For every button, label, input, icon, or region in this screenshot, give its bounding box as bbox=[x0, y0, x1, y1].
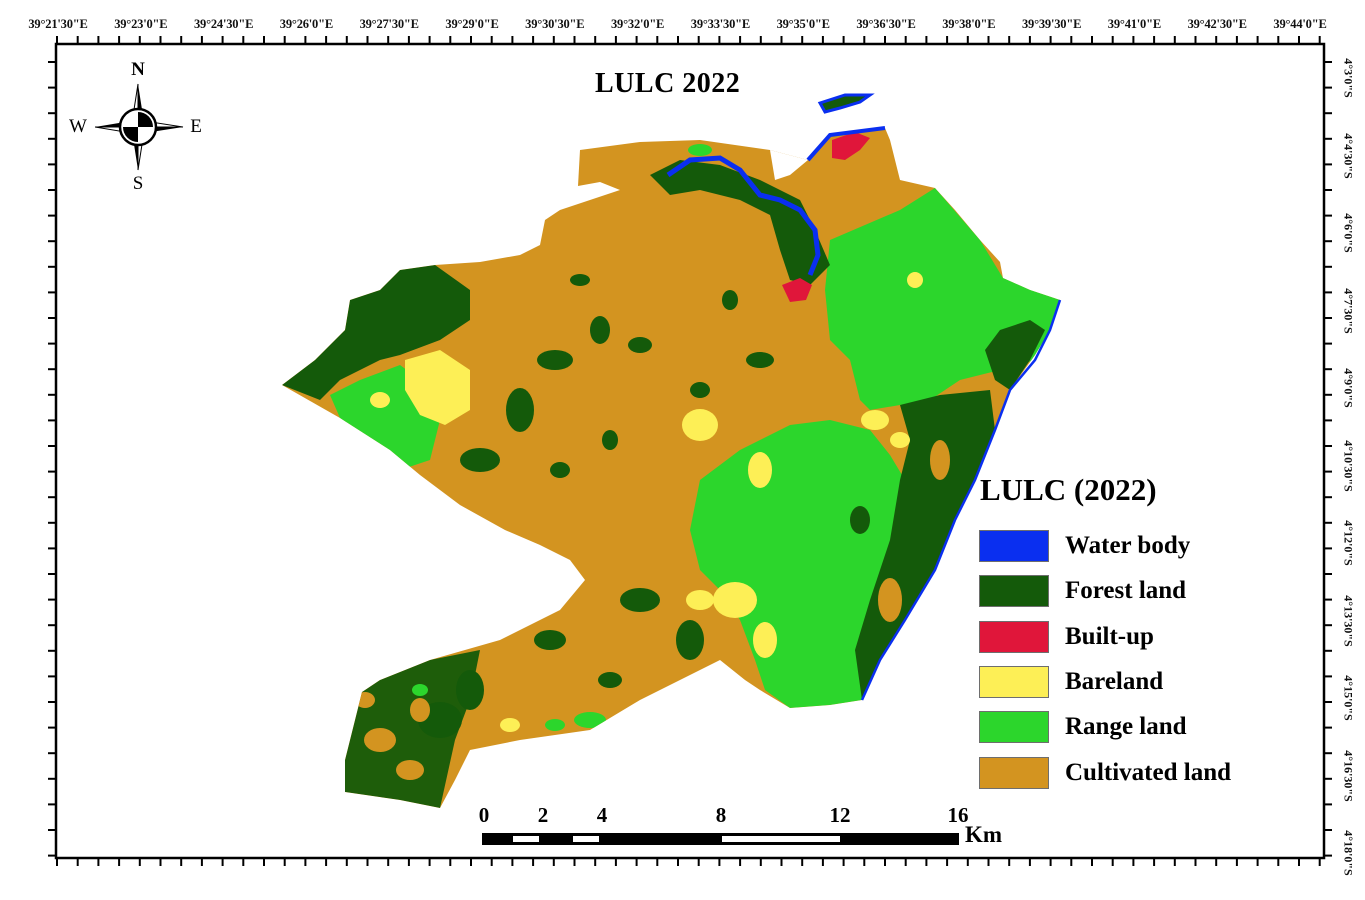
legend-item-range-land: Range land bbox=[979, 710, 1187, 744]
scale-unit: Km bbox=[965, 822, 1003, 847]
longitude-label: 39°44'0"E bbox=[1273, 17, 1327, 31]
longitude-label: 39°33'30"E bbox=[690, 17, 751, 31]
longitude-label: 39°41'0"E bbox=[1107, 17, 1161, 31]
scale-tick-8: 8 bbox=[715, 803, 727, 827]
compass-north-label: N bbox=[131, 59, 145, 80]
longitude-label: 39°35'0"E bbox=[776, 17, 830, 31]
longitude-label: 39°32'0"E bbox=[610, 17, 665, 31]
scale-tick-2: 2 bbox=[537, 803, 549, 827]
legend-swatch-range-land bbox=[979, 711, 1049, 743]
longitude-label: 39°21'30"E bbox=[28, 17, 88, 31]
legend-item-built-up: Built-up bbox=[979, 620, 1154, 654]
legend-swatch-water-body bbox=[979, 530, 1049, 562]
legend-swatch-forest-land bbox=[979, 575, 1049, 607]
scale-tick-0: 0 bbox=[478, 803, 490, 827]
longitude-label: 39°42'30"E bbox=[1187, 17, 1247, 31]
longitude-label: 39°39'30"E bbox=[1021, 17, 1082, 31]
legend-label: Forest land bbox=[1065, 577, 1187, 604]
longitude-label: 39°23'0"E bbox=[114, 17, 168, 31]
scale-tick-12: 12 bbox=[829, 803, 851, 827]
compass-south-label: S bbox=[132, 173, 144, 194]
legend-item-forest-land: Forest land bbox=[979, 574, 1186, 608]
north-arrow-icon bbox=[95, 83, 184, 171]
longitude-label: 39°36'30"E bbox=[856, 17, 916, 31]
legend-swatch-built-up bbox=[979, 621, 1049, 653]
longitude-label: 39°30'30"E bbox=[525, 17, 585, 31]
scale-tick-4: 4 bbox=[596, 803, 608, 827]
longitude-label: 39°24'30"E bbox=[193, 17, 254, 31]
longitude-label: 39°27'30"E bbox=[359, 17, 419, 31]
legend-swatch-bareland bbox=[979, 666, 1049, 698]
legend-label: Cultivated land bbox=[1065, 759, 1232, 786]
legend-label: Water body bbox=[1065, 532, 1191, 559]
legend-item-cultivated-land: Cultivated land bbox=[979, 756, 1231, 790]
legend-item-bareland: Bareland bbox=[979, 665, 1163, 699]
compass-west-label: W bbox=[69, 116, 87, 137]
legend-title: LULC (2022) bbox=[980, 472, 1157, 507]
legend-item-water-body: Water body bbox=[979, 529, 1190, 563]
legend-label: Bareland bbox=[1065, 668, 1164, 695]
compass-rose: N S W E bbox=[0, 0, 202, 194]
scale-tick-16: 16 bbox=[947, 803, 969, 827]
longitude-label: 39°29'0"E bbox=[445, 17, 499, 31]
island-north bbox=[817, 93, 875, 114]
scale-bar-graphic bbox=[482, 833, 959, 845]
compass-east-label: E bbox=[190, 116, 202, 137]
map-title: LULC 2022 bbox=[595, 68, 741, 99]
legend-label: Range land bbox=[1065, 713, 1187, 740]
longitude-label: 39°26'0"E bbox=[279, 17, 333, 31]
legend-swatch-cultivated-land bbox=[979, 757, 1049, 789]
longitude-label: 39°38'0"E bbox=[942, 17, 996, 31]
legend-label: Built-up bbox=[1065, 623, 1154, 650]
